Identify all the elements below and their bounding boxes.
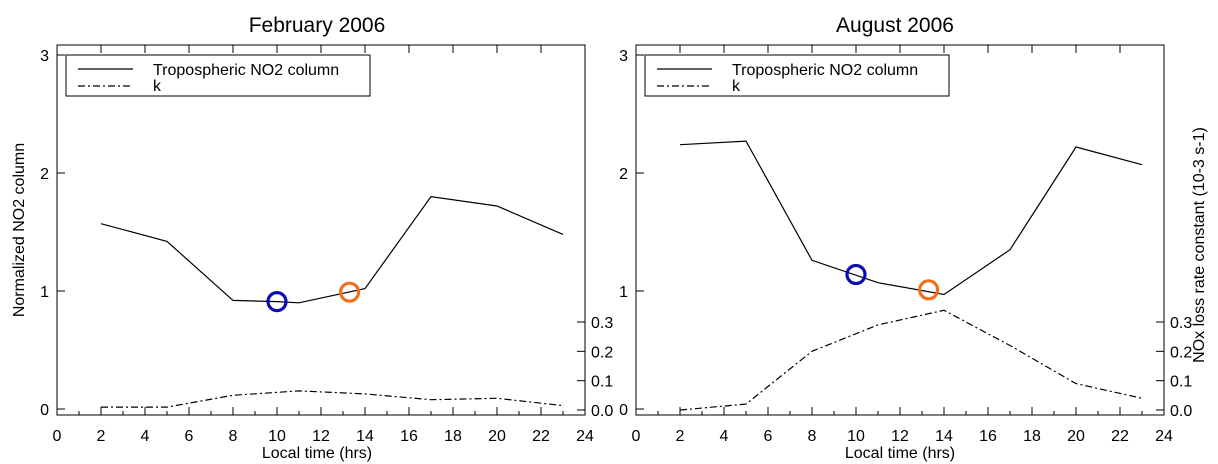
x-tick-label: 12 <box>312 428 330 445</box>
plot-frame <box>635 44 1165 416</box>
y2-tick-label: 0.3 <box>1170 315 1192 332</box>
legend-label-no2: Tropospheric NO2 column <box>153 62 339 79</box>
highlight-marker <box>266 291 288 313</box>
x-tick-label: 22 <box>532 428 550 445</box>
y-tick-label: 2 <box>40 166 49 183</box>
x-tick-label: 24 <box>1155 428 1173 445</box>
x-tick-label: 10 <box>268 428 286 445</box>
x-tick-label: 4 <box>720 428 729 445</box>
y2-tick-label: 0.3 <box>591 315 613 332</box>
x-tick-label: 16 <box>400 428 418 445</box>
y2-tick-label: 0.1 <box>591 374 613 391</box>
highlight-marker <box>845 263 867 286</box>
x-tick-label: 10 <box>847 428 865 445</box>
legend: Tropospheric NO2 column k <box>65 54 371 97</box>
x-tick-label: 2 <box>97 428 106 445</box>
x-tick-label: 4 <box>141 428 150 445</box>
x-tick-label: 24 <box>576 428 594 445</box>
x-tick-label: 0 <box>53 428 62 445</box>
series <box>679 140 1143 411</box>
y-tick-label: 0 <box>619 402 628 419</box>
panel-february: February 2006 Tropospheric NO2 column k … <box>11 14 613 462</box>
x-tick-label: 6 <box>764 428 773 445</box>
legend-label-k: k <box>732 78 741 95</box>
y2-tick-label: 0.2 <box>591 344 613 361</box>
highlight-marker <box>917 279 940 301</box>
y-tick-label: 0 <box>40 402 49 419</box>
y-axis-label: Normalized NO2 column <box>11 143 28 317</box>
plot-frame <box>56 44 586 416</box>
legend: Tropospheric NO2 column k <box>644 54 950 97</box>
x-tick-label: 16 <box>979 428 997 445</box>
legend-box <box>644 54 950 97</box>
panel-title: February 2006 <box>249 14 386 37</box>
y-tick-label: 2 <box>619 166 628 183</box>
x-tick-label: 20 <box>1067 428 1085 445</box>
highlight-marker <box>339 281 361 303</box>
y-tick-label: 3 <box>619 48 628 65</box>
no2-column-line <box>679 140 1143 296</box>
series <box>100 195 564 408</box>
x-tick-label: 0 <box>632 428 641 445</box>
x-tick-label: 14 <box>356 428 374 445</box>
panel-august: August 2006 Tropospheric NO2 column k NO… <box>619 14 1208 462</box>
y-tick-label: 1 <box>40 284 49 301</box>
x-tick-label: 12 <box>891 428 909 445</box>
y2-tick-label: 0.1 <box>1170 374 1192 391</box>
x-tick-label: 18 <box>1023 428 1041 445</box>
x-tick-label: 2 <box>676 428 685 445</box>
x-tick-label: 6 <box>185 428 194 445</box>
x-tick-label: 20 <box>488 428 506 445</box>
no2-column-line <box>100 195 564 304</box>
x-tick-label: 8 <box>229 428 238 445</box>
y-tick-label: 1 <box>619 284 628 301</box>
k-line <box>101 390 564 408</box>
y2-axis-label: NOx loss rate constant (10-3 s-1) <box>1191 127 1208 363</box>
k-line <box>679 309 1143 411</box>
panel-title: August 2006 <box>836 14 954 37</box>
y2-tick-label: 0.2 <box>1170 344 1192 361</box>
legend-box <box>65 54 371 97</box>
legend-label-no2: Tropospheric NO2 column <box>732 62 918 79</box>
y2-tick-label: 0.0 <box>591 403 613 420</box>
x-tick-label: 22 <box>1111 428 1129 445</box>
x-tick-label: 18 <box>444 428 462 445</box>
x-tick-label: 14 <box>935 428 953 445</box>
x-tick-label: 8 <box>808 428 817 445</box>
x-axis-label: Local time (hrs) <box>262 445 372 462</box>
y2-tick-label: 0.0 <box>1170 403 1192 420</box>
y-tick-label: 3 <box>40 48 49 65</box>
legend-label-k: k <box>153 78 162 95</box>
x-axis-label: Local time (hrs) <box>845 445 955 462</box>
